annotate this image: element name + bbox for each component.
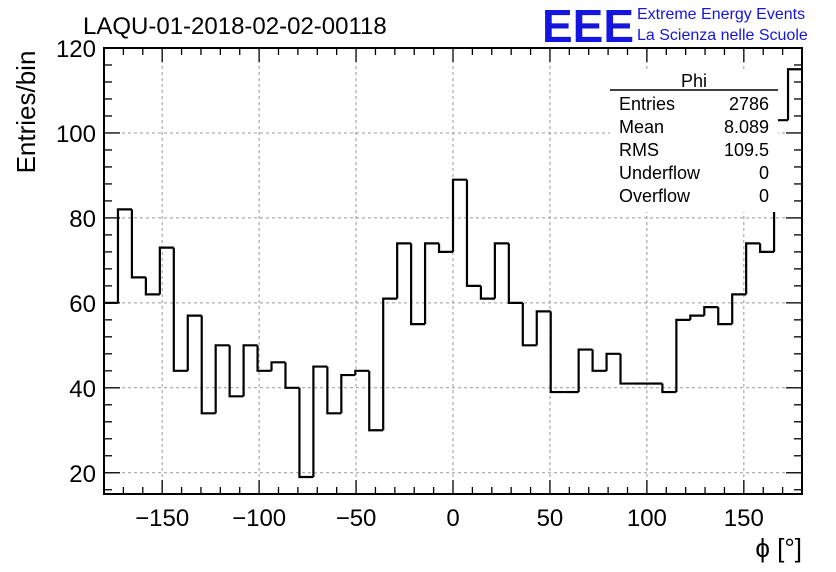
y-tick-label: 60 — [69, 291, 96, 318]
stats-row-label: Entries — [619, 94, 675, 114]
histogram-series — [104, 68, 802, 479]
histogram-bin — [535, 310, 551, 346]
x-tick-label: 100 — [627, 505, 667, 532]
histogram-bin — [186, 314, 202, 371]
stats-rows: Entries 2786 Mean 8.089 RMS 109.5 Underflow 0 Ov… — [619, 94, 769, 206]
eee-logo: EEE Extreme Energy Events La Scienza nel… — [542, 0, 808, 52]
histogram-bin — [354, 369, 370, 376]
logo-eee-text: EEE — [542, 0, 634, 52]
chart-title: LAQU-01-2018-02-02-00118 — [83, 13, 387, 40]
x-tick-label: 50 — [537, 505, 564, 532]
histogram-bin — [130, 209, 146, 279]
histogram-bin — [144, 277, 160, 296]
histogram-bin — [340, 373, 356, 414]
histogram-bin — [326, 366, 342, 415]
histogram-bin — [786, 68, 802, 121]
histogram-bin — [689, 314, 705, 320]
histogram-bin — [242, 344, 258, 397]
stats-box-background — [610, 72, 778, 212]
histogram-bin — [284, 362, 300, 389]
stats-row-label: Underflow — [619, 163, 701, 183]
histogram-bin — [619, 353, 635, 385]
histogram-bin — [451, 178, 467, 252]
histogram-bin — [410, 243, 426, 326]
y-tick-label: 40 — [69, 376, 96, 403]
stats-row-value: 0 — [759, 186, 769, 206]
plot-frame — [103, 47, 803, 495]
x-tick-label: −50 — [336, 505, 377, 532]
histogram-bin — [158, 246, 174, 295]
histogram-bin — [200, 315, 216, 415]
histogram-bin — [465, 179, 481, 287]
histogram-bin — [493, 242, 509, 299]
y-tick-label: 80 — [69, 206, 96, 233]
histogram-bin — [549, 311, 565, 394]
stats-row-value: 2786 — [729, 94, 769, 114]
histogram-bin — [521, 302, 537, 347]
x-tick-labels: −150 −100 −50 0 50 100 150 — [135, 505, 764, 532]
histogram-bin — [396, 242, 412, 299]
stats-box: Phi Entries 2786 Mean 8.089 RMS 109.5 Underflo… — [610, 71, 778, 212]
stats-row-label: Overflow — [619, 186, 691, 206]
histogram-bin — [479, 285, 495, 300]
histogram-bin — [507, 243, 523, 304]
histogram-bin — [298, 387, 314, 479]
histogram-bin — [382, 297, 398, 431]
logo-line1: Extreme Energy Events — [637, 6, 805, 23]
stats-row-value: 109.5 — [724, 140, 769, 160]
histogram-bin — [437, 243, 453, 253]
histogram-bin — [605, 352, 621, 371]
histogram-bin — [731, 293, 747, 325]
stats-box-title: Phi — [681, 71, 707, 91]
axis-ticks — [104, 47, 802, 494]
x-tick-label: −150 — [135, 505, 189, 532]
histogram-bin — [591, 349, 607, 372]
x-tick-label: 0 — [446, 505, 459, 532]
y-tick-labels: 20 40 60 80 100 120 — [56, 36, 96, 488]
stats-row-value: 8.089 — [724, 117, 769, 137]
y-tick-label: 120 — [56, 36, 96, 63]
histogram-bin — [312, 365, 328, 478]
histogram-bin — [116, 208, 132, 303]
stats-row-label: RMS — [619, 140, 659, 160]
histogram-bin — [675, 318, 691, 393]
histogram-bin — [759, 243, 775, 253]
histogram-bin — [577, 348, 593, 393]
histogram-bin — [703, 306, 719, 316]
histogram-bin — [270, 361, 286, 371]
histogram-bin — [745, 242, 761, 295]
histogram-bin — [423, 242, 440, 325]
histogram-bin — [368, 370, 384, 432]
stats-row-value: 0 — [759, 163, 769, 183]
histogram-bin — [256, 345, 272, 372]
y-axis-label: Entries/bin — [11, 51, 41, 174]
x-tick-label: 150 — [724, 505, 764, 532]
y-tick-label: 20 — [69, 461, 96, 488]
y-tick-label: 100 — [56, 121, 96, 148]
x-tick-label: −100 — [232, 505, 286, 532]
histogram-bin — [661, 383, 677, 394]
histogram-bin — [717, 307, 733, 326]
logo-line2: La Scienza nelle Scuole — [637, 27, 808, 44]
histogram-bin — [214, 344, 230, 414]
histogram-bin — [172, 247, 188, 372]
x-axis-label: ϕ [°] — [755, 533, 802, 563]
stats-row-label: Mean — [619, 117, 664, 137]
histogram-bin — [228, 345, 244, 398]
